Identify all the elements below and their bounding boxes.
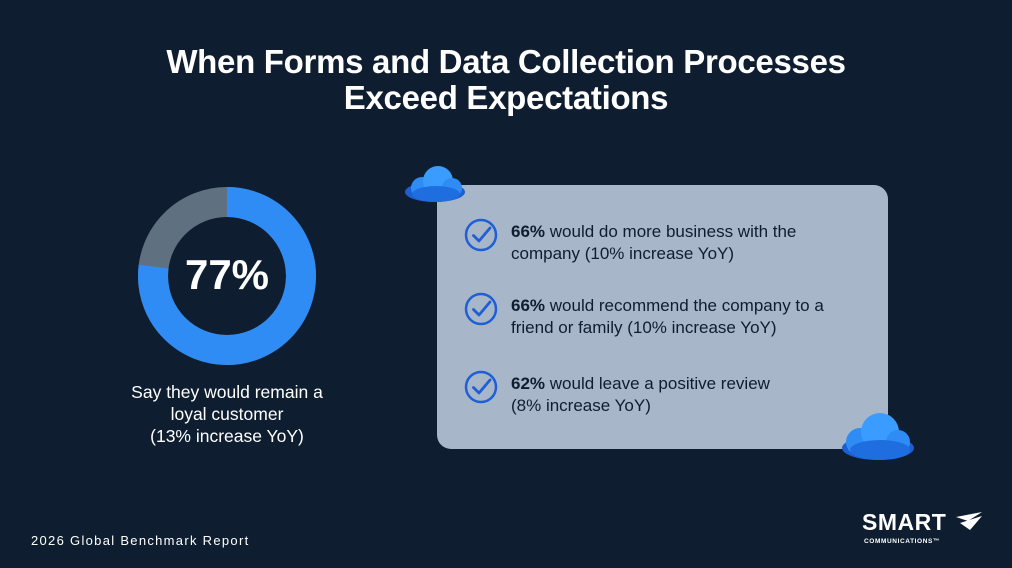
stat-line-1: would recommend the company to a <box>545 296 824 315</box>
donut-caption-line-3: (13% increase YoY) <box>150 426 304 446</box>
stat-line-2: (8% increase YoY) <box>511 396 651 415</box>
donut-caption-line-2: loyal customer <box>170 404 284 424</box>
check-circle-icon <box>464 218 498 252</box>
donut-value-arc <box>138 187 316 365</box>
stat-text: 66% would recommend the company to a fri… <box>511 295 871 339</box>
logo-subtitle: COMMUNICATIONS™ <box>864 538 941 545</box>
cloud-icon <box>405 166 465 202</box>
stat-text: 66% would do more business with the comp… <box>511 221 871 265</box>
title-line-1: When Forms and Data Collection Processes <box>166 43 846 80</box>
title-line-2: Exceed Expectations <box>343 79 669 116</box>
stat-value: 66% <box>511 222 546 241</box>
stat-line-1: would do more business with the <box>545 222 797 241</box>
donut-caption-line-1: Say they would remain a <box>131 382 323 402</box>
stat-line-2: friend or family (10% increase YoY) <box>511 318 777 337</box>
stat-value: 66% <box>511 296 546 315</box>
company-logo: SMART COMMUNICATIONS™ <box>862 509 987 551</box>
check-circle-icon <box>464 292 498 326</box>
stat-value: 62% <box>511 374 546 393</box>
cloud-icon <box>842 413 914 460</box>
stats-panel <box>437 185 888 449</box>
page-title: When Forms and Data Collection Processes… <box>0 44 1012 116</box>
logo-wordmark: SMART <box>862 509 947 535</box>
stat-line-1: would leave a positive review <box>545 374 770 393</box>
footer-report-label: 2026 Global Benchmark Report <box>31 533 250 548</box>
stat-line-2: company (10% increase YoY) <box>511 244 735 263</box>
check-circle-icon <box>464 370 498 404</box>
donut-caption: Say they would remain a loyal customer (… <box>92 381 362 447</box>
donut-value-label: 77% <box>184 251 270 298</box>
stat-text: 62% would leave a positive review (8% in… <box>511 373 871 417</box>
paper-plane-icon <box>956 512 982 530</box>
donut-chart <box>138 187 316 365</box>
